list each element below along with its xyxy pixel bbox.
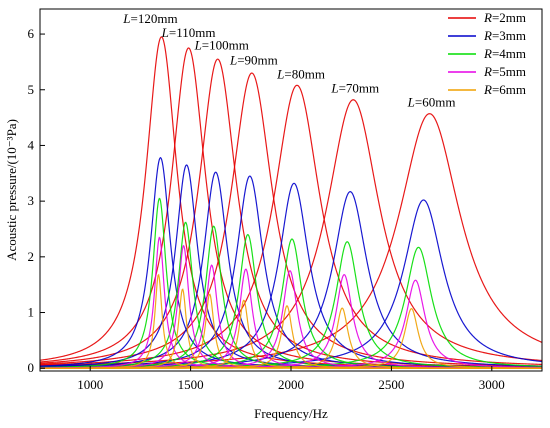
axis-ticks: 1000 1500 2000 2500 3000 0 1 2 3 4 5 6 bbox=[28, 26, 505, 392]
x-tick-label: 1000 bbox=[77, 377, 103, 392]
curve-3mm-peak-3 bbox=[40, 171, 542, 369]
legend-entry: R=3mm bbox=[483, 28, 526, 43]
annotation-label: L=90mm bbox=[229, 53, 278, 68]
annotation-label: L=70mm bbox=[330, 81, 379, 96]
legend: R=2mm R=3mm R=4mm R=5mm R=6mm bbox=[448, 10, 526, 97]
annotation-label: L=100mm bbox=[194, 38, 249, 53]
x-axis-label: Frequency/Hz bbox=[254, 406, 328, 421]
y-axis-label: Acoustic pressure/(10⁻³Pa) bbox=[4, 119, 19, 261]
curve-6mm-peak-7 bbox=[40, 308, 542, 369]
legend-entry: R=6mm bbox=[483, 82, 526, 97]
y-tick-label: 6 bbox=[28, 26, 35, 41]
curve-2mm-peak-4 bbox=[40, 72, 542, 367]
legend-entry: R=5mm bbox=[483, 64, 526, 79]
y-tick-label: 1 bbox=[28, 305, 35, 320]
x-tick-label: 3000 bbox=[479, 377, 505, 392]
annotation-label: L=80mm bbox=[276, 67, 325, 82]
y-tick-label: 0 bbox=[28, 360, 35, 375]
curve-6mm-peak-6 bbox=[40, 307, 542, 369]
x-tick-label: 1500 bbox=[178, 377, 204, 392]
legend-entry: R=2mm bbox=[483, 10, 526, 25]
curve-4mm-peak-7 bbox=[40, 246, 542, 369]
x-tick-label: 2500 bbox=[378, 377, 404, 392]
legend-entry: R=4mm bbox=[483, 46, 526, 61]
curve-4mm-peak-2 bbox=[40, 221, 542, 369]
annotation-label: L=120mm bbox=[122, 11, 177, 26]
series-curves bbox=[40, 36, 542, 369]
y-tick-label: 5 bbox=[28, 82, 35, 97]
curve-4mm-peak-3 bbox=[40, 225, 542, 369]
y-tick-label: 4 bbox=[28, 137, 35, 152]
x-tick-label: 2000 bbox=[278, 377, 304, 392]
annotation-label: L=60mm bbox=[407, 94, 456, 109]
curve-2mm-peak-5 bbox=[40, 84, 542, 366]
curve-2mm-peak-1 bbox=[40, 36, 542, 368]
annotation-label: L=110mm bbox=[161, 25, 216, 40]
curve-3mm-peak-2 bbox=[40, 164, 542, 369]
y-tick-label: 2 bbox=[28, 249, 35, 264]
curve-5mm-peak-2 bbox=[40, 244, 542, 369]
curve-3mm-peak-5 bbox=[40, 182, 542, 368]
y-tick-label: 3 bbox=[28, 193, 35, 208]
curve-6mm-peak-3 bbox=[40, 293, 542, 369]
